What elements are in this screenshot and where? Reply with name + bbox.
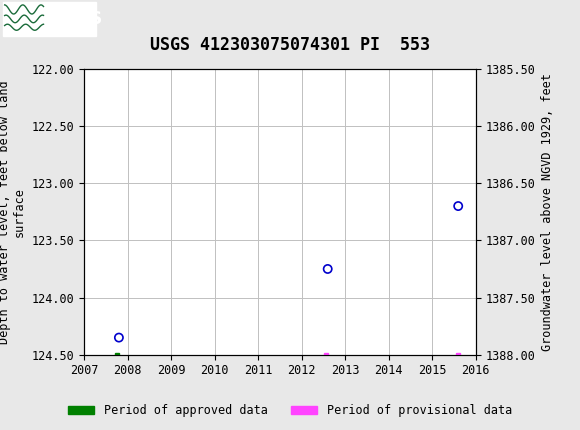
Text: USGS 412303075074301 PI  553: USGS 412303075074301 PI 553	[150, 36, 430, 54]
Point	[454, 203, 463, 209]
Point	[114, 334, 124, 341]
Y-axis label: Depth to water level, feet below land
surface: Depth to water level, feet below land su…	[0, 80, 26, 344]
Y-axis label: Groundwater level above NGVD 1929, feet: Groundwater level above NGVD 1929, feet	[541, 73, 554, 351]
Text: USGS: USGS	[48, 10, 103, 28]
Bar	[3, 2, 96, 36]
Legend: Period of approved data, Period of provisional data: Period of approved data, Period of provi…	[63, 399, 517, 422]
Point	[323, 266, 332, 273]
